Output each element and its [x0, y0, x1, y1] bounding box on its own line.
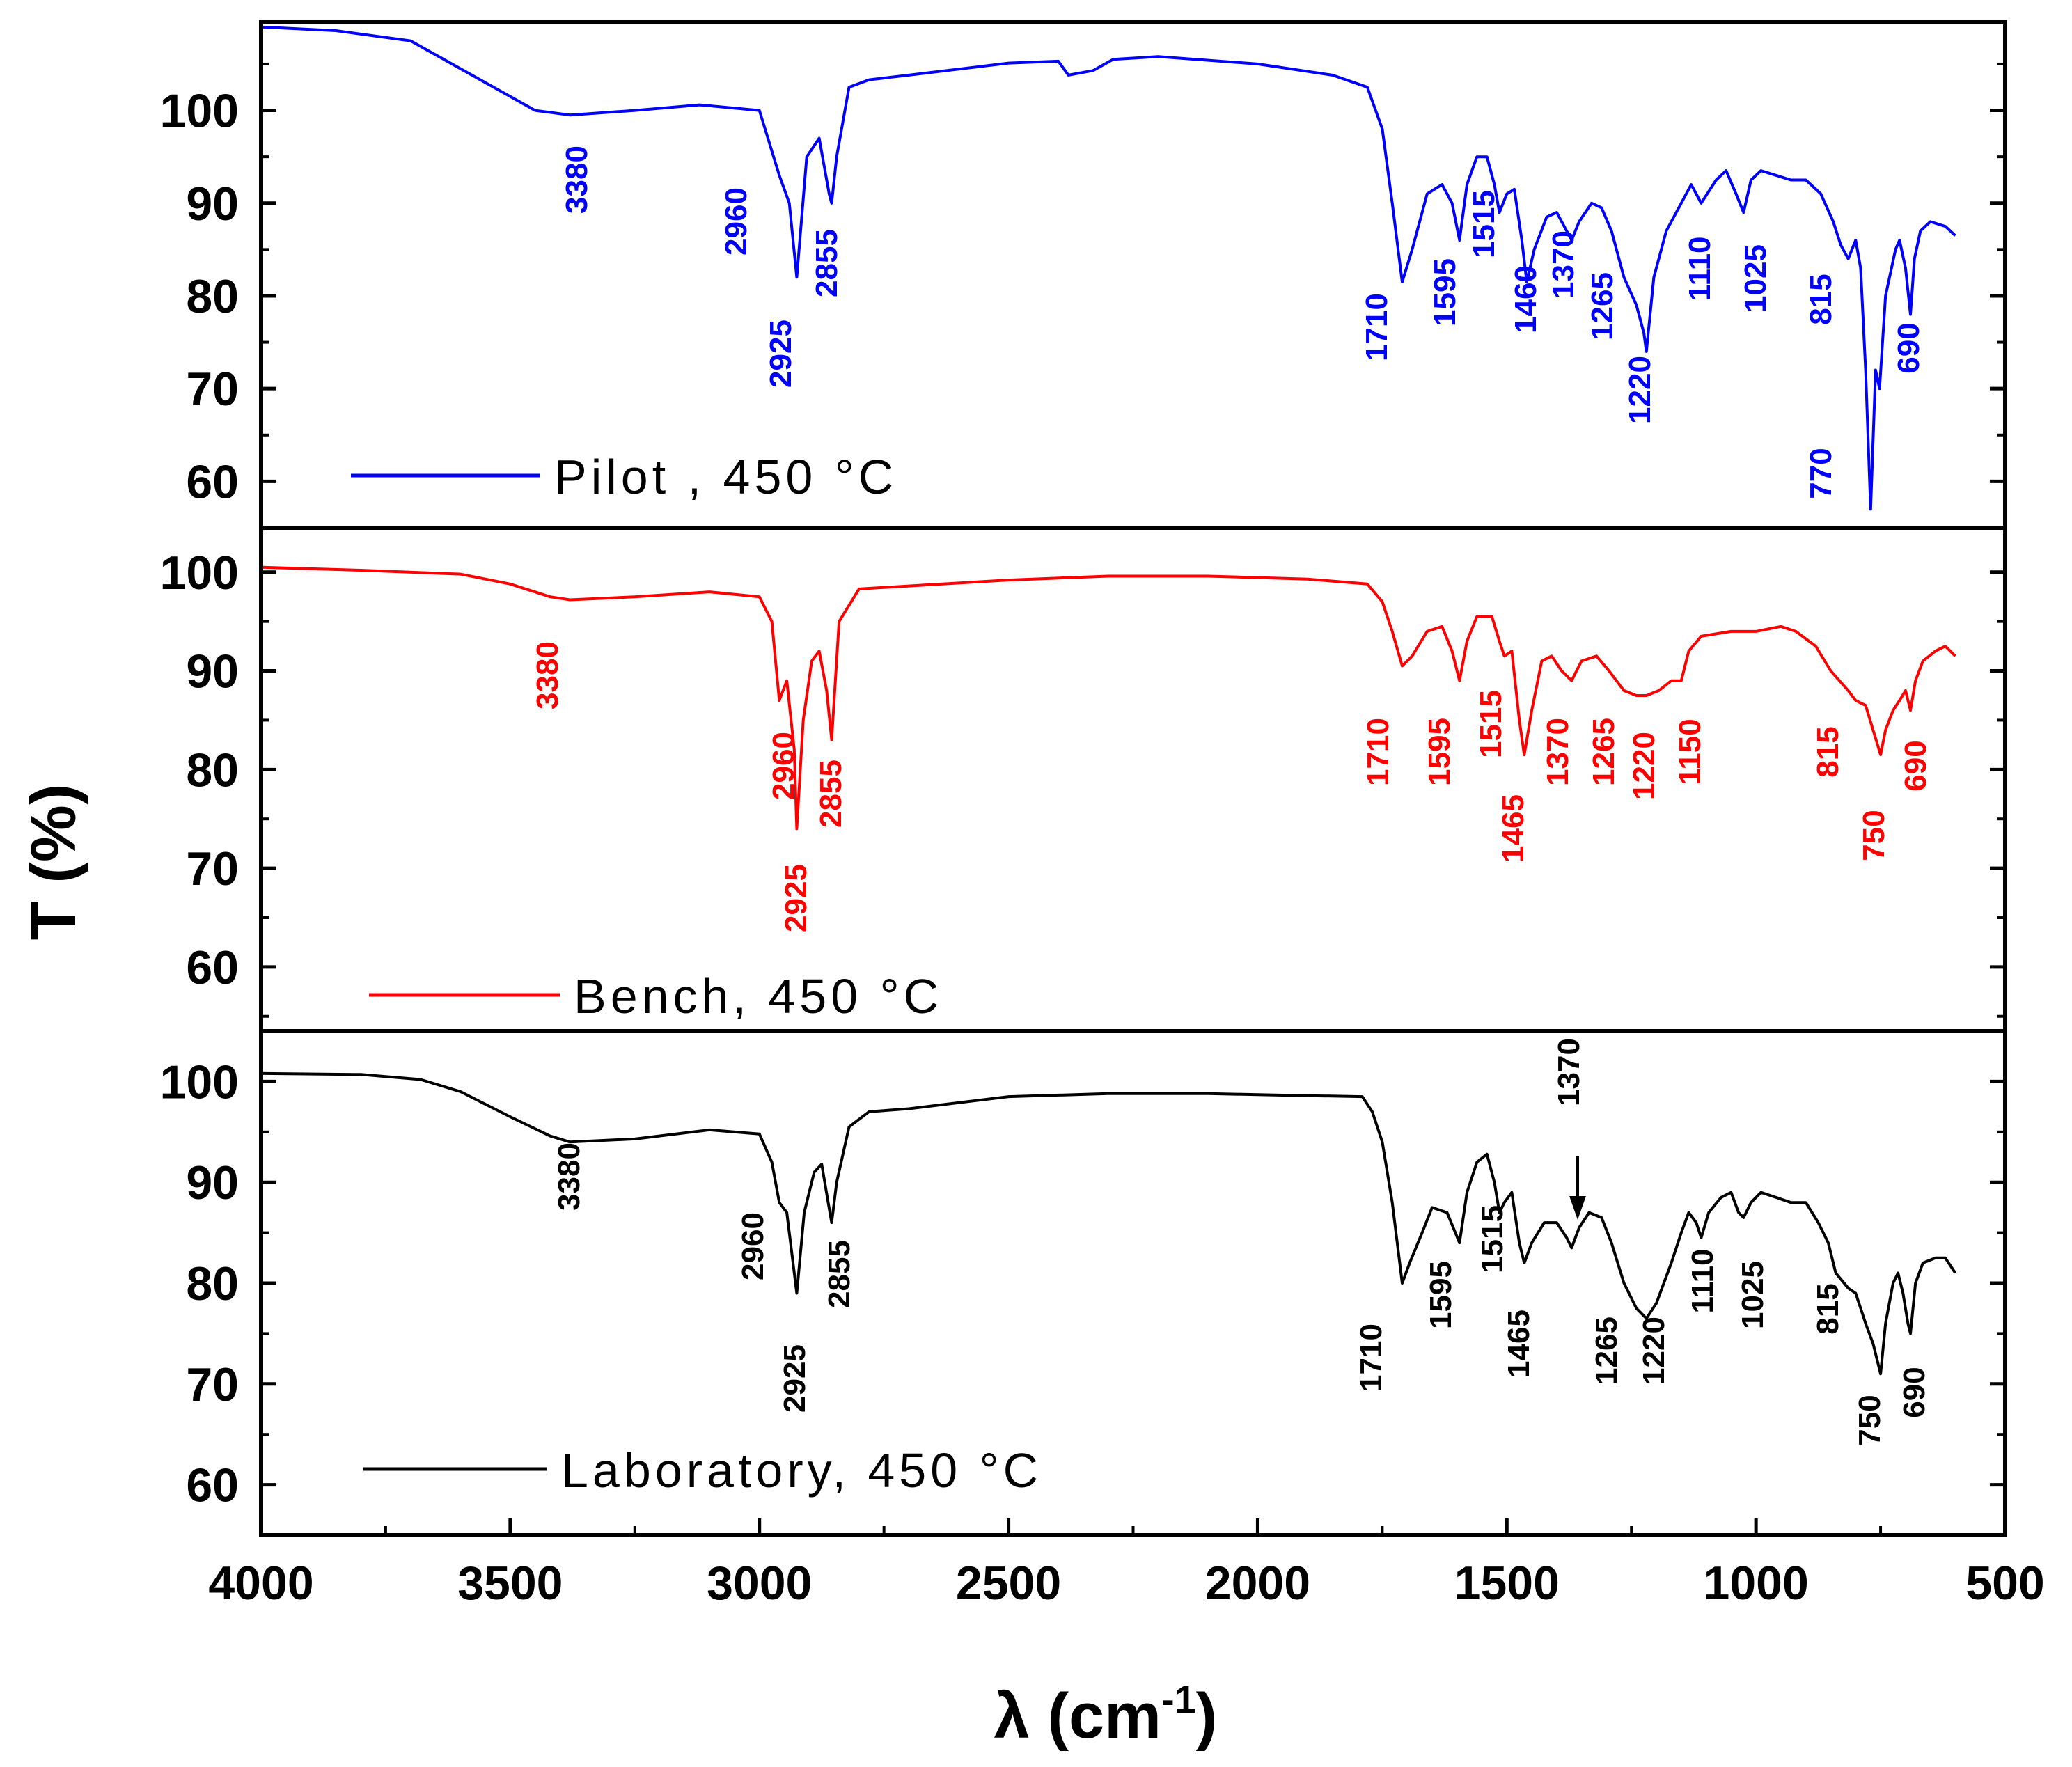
legend-label: Laboratory, 450 °C — [561, 1443, 1042, 1498]
peak-label-1370: 1370 — [1546, 230, 1580, 299]
peak-label-1265: 1265 — [1585, 272, 1619, 340]
peak-label-750: 750 — [1857, 810, 1891, 861]
peak-label-1460: 1460 — [1509, 265, 1543, 333]
y-tick-label: 60 — [186, 455, 239, 508]
x-axis-title: λ (cm-1) — [994, 1677, 1218, 1752]
peak-label-690: 690 — [1899, 740, 1933, 791]
y-axis-title: T (%) — [18, 784, 89, 941]
peak-label-1370: 1370 — [1541, 718, 1575, 786]
x-axis-title-main: λ (cm — [994, 1681, 1161, 1752]
peak-label-1220: 1220 — [1637, 1317, 1671, 1385]
peak-label-1515: 1515 — [1467, 190, 1501, 258]
peak-label-2925: 2925 — [764, 320, 798, 388]
panel-frame-3 — [259, 1029, 2007, 1537]
peak-label-1595: 1595 — [1428, 258, 1462, 327]
peak-label-815: 815 — [1804, 274, 1838, 324]
y-tick-label: 60 — [186, 1459, 239, 1512]
peak-label-815: 815 — [1811, 726, 1845, 777]
peak-label-1220: 1220 — [1623, 356, 1657, 424]
spectrum-line — [260, 25, 1956, 511]
peak-label-1595: 1595 — [1424, 1261, 1458, 1329]
peak-label-2855: 2855 — [810, 229, 844, 297]
y-tick-label: 80 — [186, 744, 239, 796]
y-tick-label: 100 — [160, 547, 239, 599]
y-tick-label: 80 — [186, 270, 239, 323]
peak-label-1025: 1025 — [1739, 244, 1773, 313]
peak-label-1465: 1465 — [1496, 794, 1530, 863]
y-tick-label: 70 — [186, 1358, 239, 1411]
peak-label-1025: 1025 — [1736, 1261, 1770, 1329]
spectrum-line — [260, 1071, 1957, 1376]
x-tick-label: 2500 — [956, 1557, 1061, 1610]
legend-label: Pilot , 450 °C — [554, 450, 897, 504]
peak-label-1515: 1515 — [1475, 1205, 1509, 1273]
x-axis-title-superscript: -1 — [1161, 1677, 1196, 1721]
peak-label-1370: 1370 — [1552, 1038, 1586, 1106]
peak-label-2925: 2925 — [778, 1344, 812, 1413]
peak-arrow-head — [1569, 1196, 1586, 1220]
x-tick-label: 2000 — [1205, 1557, 1310, 1610]
y-tick-label: 100 — [160, 1055, 239, 1108]
y-tick-label: 80 — [186, 1257, 239, 1310]
peak-label-1710: 1710 — [1354, 1324, 1388, 1392]
peak-label-1220: 1220 — [1627, 732, 1661, 800]
peak-label-2855: 2855 — [814, 760, 848, 828]
peak-label-1710: 1710 — [1360, 293, 1394, 361]
peak-label-2855: 2855 — [822, 1240, 856, 1308]
panel-1: 60 70 80 90 100 Pilot , 450 °C 3380 2960 2925 285… — [160, 25, 2005, 511]
peak-label-1515: 1515 — [1474, 690, 1508, 758]
peak-label-3380: 3380 — [560, 146, 594, 214]
y-tick-label: 70 — [186, 363, 239, 416]
y-tick-label: 100 — [160, 85, 239, 138]
peak-label-690: 690 — [1892, 322, 1926, 373]
peak-label-3380: 3380 — [552, 1142, 586, 1211]
peak-label-1465: 1465 — [1502, 1310, 1536, 1378]
y-tick-label: 70 — [186, 842, 239, 895]
panel-3: 60 70 80 90 100 Laboratory, 450 °C 3380 2960 292… — [160, 1038, 2005, 1512]
x-tick-label: 3000 — [707, 1557, 812, 1610]
peak-label-815: 815 — [1811, 1283, 1845, 1334]
y-tick-label: 90 — [186, 178, 239, 230]
x-tick-label: 1000 — [1704, 1557, 1809, 1610]
peak-label-690: 690 — [1897, 1367, 1931, 1417]
peak-label-2925: 2925 — [779, 864, 813, 932]
peak-label-770: 770 — [1804, 448, 1838, 498]
peak-label-1110: 1110 — [1686, 1248, 1720, 1313]
x-tick-label: 4000 — [208, 1557, 313, 1610]
spectrum-line — [260, 565, 1956, 831]
peak-label-1265: 1265 — [1590, 1317, 1624, 1385]
peak-label-1710: 1710 — [1361, 718, 1395, 786]
y-tick-label: 90 — [186, 645, 239, 698]
x-tick-label: 3500 — [457, 1557, 563, 1610]
peak-label-3380: 3380 — [531, 641, 565, 709]
y-tick-label: 90 — [186, 1156, 239, 1209]
peak-label-2960: 2960 — [719, 187, 753, 256]
peak-label-1150: 1150 — [1673, 718, 1707, 785]
peak-label-2960: 2960 — [767, 732, 801, 800]
legend-label: Bench, 450 °C — [574, 969, 943, 1023]
peak-label-1265: 1265 — [1587, 718, 1621, 786]
x-tick-label: 500 — [1965, 1557, 2044, 1610]
peak-label-750: 750 — [1853, 1395, 1887, 1445]
peak-label-1110: 1110 — [1683, 236, 1717, 301]
x-tick-label: 1500 — [1454, 1557, 1560, 1610]
peak-label-2960: 2960 — [736, 1212, 770, 1280]
panel-2: 60 70 80 90 100 Bench, 450 °C 3380 2960 2925 2855… — [160, 547, 2005, 1023]
x-axis-title-end: ) — [1196, 1681, 1218, 1752]
peak-label-1595: 1595 — [1422, 718, 1457, 786]
y-tick-label: 60 — [186, 941, 239, 994]
